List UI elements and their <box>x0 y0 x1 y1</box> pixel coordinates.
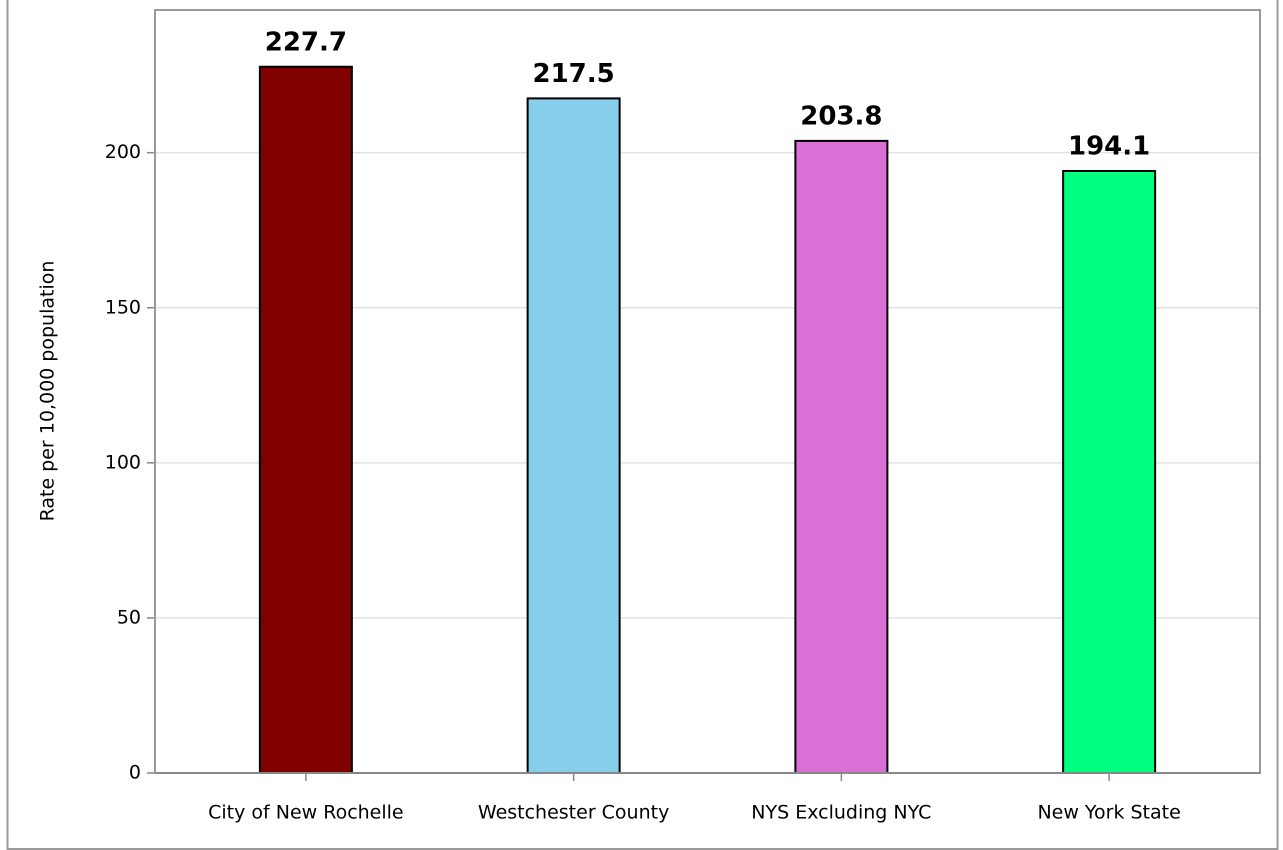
y-axis-title: Rate per 10,000 population <box>37 261 59 522</box>
bar <box>1062 169 1157 775</box>
bar <box>258 65 353 774</box>
y-tick-label: 100 <box>105 451 141 473</box>
value-label: 194.1 <box>1068 131 1150 161</box>
y-tick-label: 0 <box>129 762 141 784</box>
y-tick-label: 200 <box>105 141 141 163</box>
bar <box>794 139 889 774</box>
x-tick-label: Westchester County <box>478 802 669 824</box>
y-tick-label: 50 <box>117 606 141 628</box>
value-label: 217.5 <box>533 59 615 89</box>
bar <box>526 97 621 774</box>
outer-frame <box>6 0 1279 850</box>
y-tick-label: 150 <box>105 296 141 318</box>
value-label: 227.7 <box>265 27 347 57</box>
x-tick-label: New York State <box>1037 802 1180 824</box>
value-label: 203.8 <box>800 101 882 131</box>
x-tick-label: NYS Excluding NYC <box>751 802 931 824</box>
x-tick-label: City of New Rochelle <box>208 802 404 824</box>
